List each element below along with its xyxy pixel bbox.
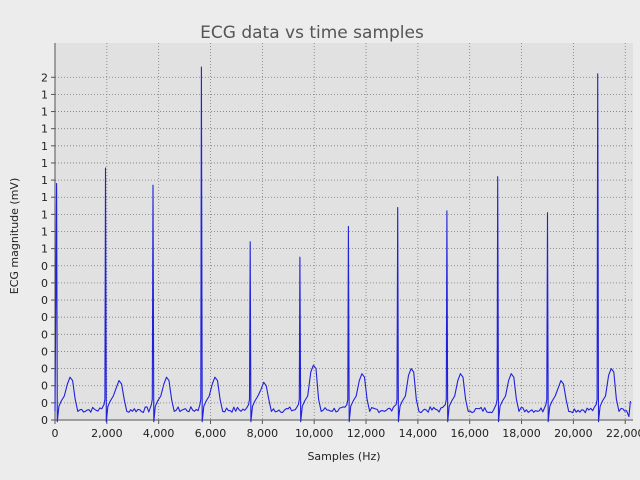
x-tick-label: 2,000 [91,427,123,440]
y-tick-label: 2 [41,71,48,84]
axes [51,43,633,424]
x-tick-label: 4,000 [143,427,175,440]
y-tick-label: 1 [41,208,48,221]
y-tick-label: 0 [41,328,48,341]
x-tick-label: 20,000 [554,427,593,440]
ecg-series-line [54,66,631,423]
x-tick-label: 6,000 [195,427,227,440]
y-tick-label: 0 [41,380,48,393]
grid-lines [55,43,633,420]
y-tick-label: 1 [41,140,48,153]
y-tick-label: 0 [41,294,48,307]
y-tick-label: 0 [41,260,48,273]
y-tick-label: 0 [41,277,48,290]
x-tick-label: 14,000 [399,427,438,440]
y-tick-label: 1 [41,157,48,170]
y-tick-label: 0 [41,414,48,427]
y-tick-label: 0 [41,311,48,324]
x-tick-label: 12,000 [347,427,386,440]
y-tick-label: 1 [41,243,48,256]
x-tick-label: 22,000 [606,427,640,440]
y-tick-label: 1 [41,191,48,204]
y-tick-labels: 0 0 0 0 0 0 0 0 0 0 1 1 1 1 1 1 1 1 1 1 2 [41,71,48,427]
y-tick-label: 0 [41,363,48,376]
x-axis-title: Samples (Hz) [307,450,380,463]
y-tick-label: 0 [41,397,48,410]
y-tick-label: 1 [41,174,48,187]
y-tick-label: 1 [41,106,48,119]
y-tick-label: 1 [41,123,48,136]
x-tick-labels: 0 2,000 4,000 6,000 8,000 10,000 12,000 14,000 1… [52,427,640,440]
y-tick-label: 0 [41,345,48,358]
y-axis-title: ECG magnitude (mV) [8,178,21,294]
x-tick-label: 10,000 [295,427,334,440]
x-tick-label: 8,000 [247,427,279,440]
x-tick-label: 0 [52,427,59,440]
y-tick-label: 1 [41,88,48,101]
y-tick-label: 1 [41,226,48,239]
x-tick-label: 18,000 [502,427,541,440]
x-tick-label: 16,000 [450,427,489,440]
chart-title: ECG data vs time samples [200,23,424,43]
series-layer [54,66,631,423]
